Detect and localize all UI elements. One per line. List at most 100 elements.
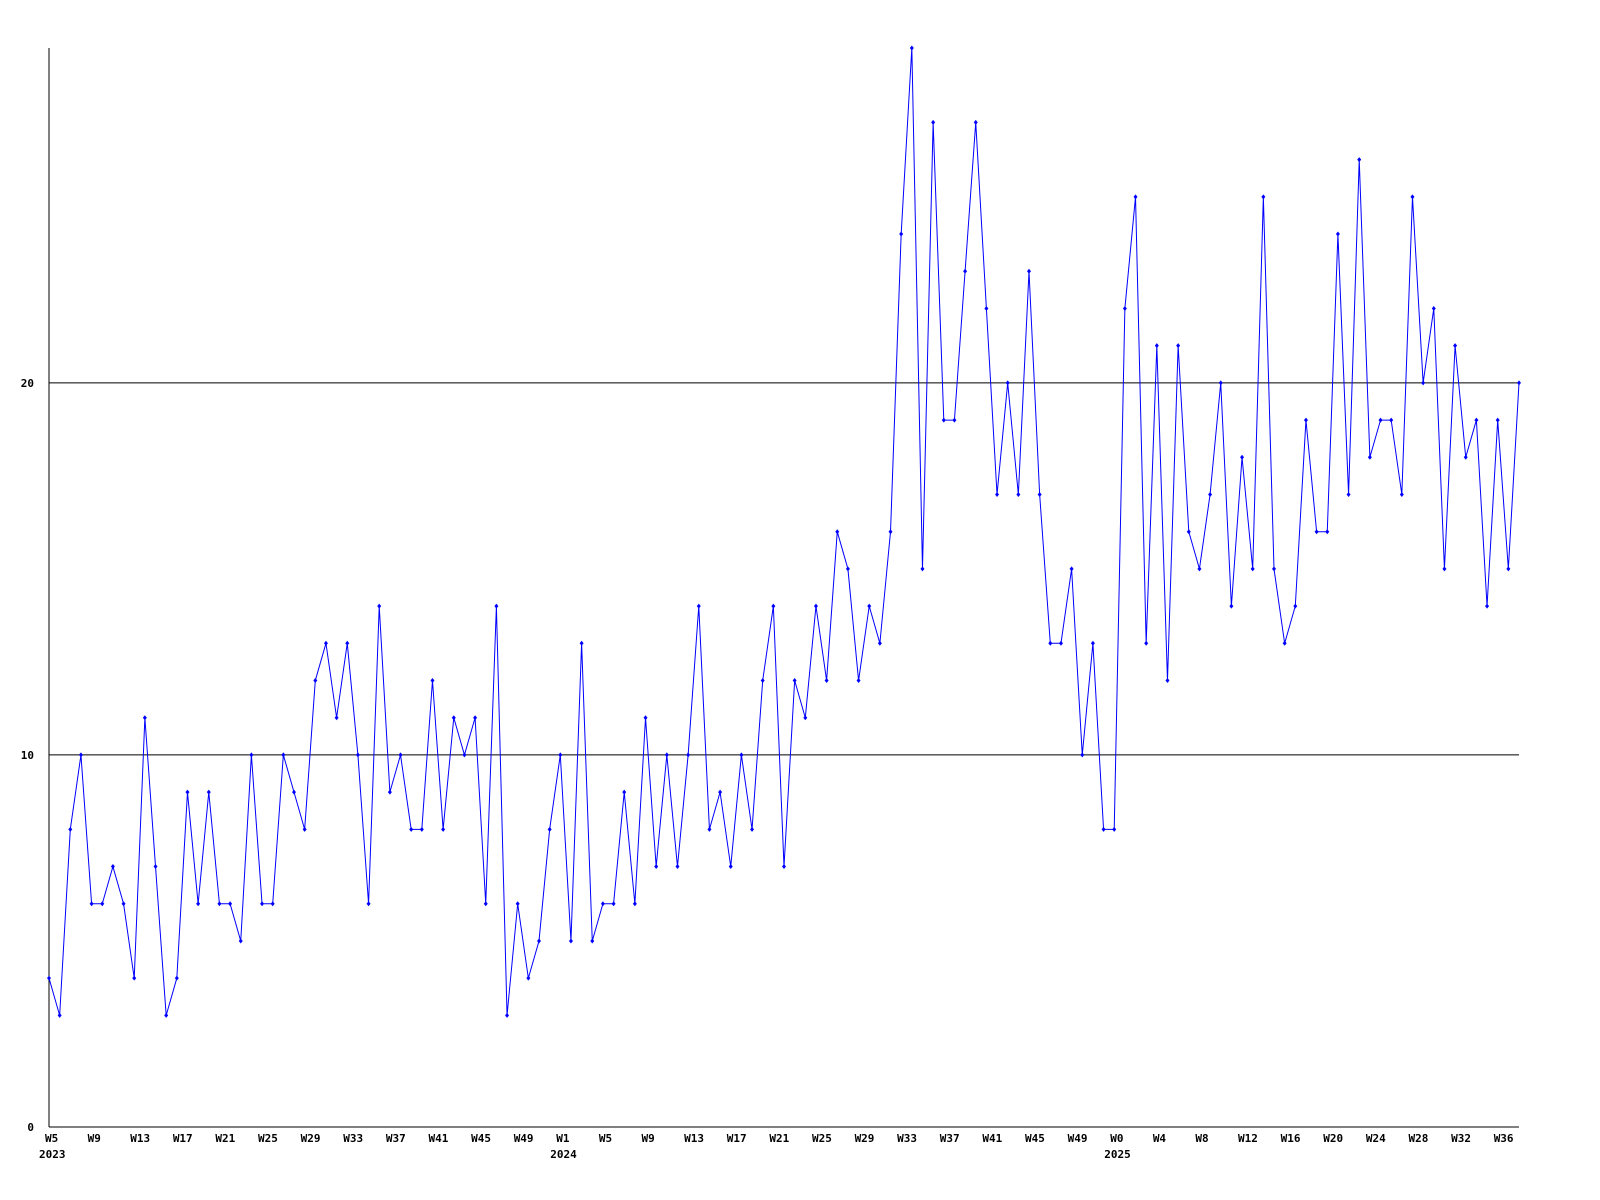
point (1250, 566, 1255, 572)
point (1442, 566, 1447, 572)
point (1399, 491, 1404, 497)
point (899, 231, 904, 237)
point (632, 901, 637, 907)
x-tick-label: W0 (1110, 1132, 1123, 1145)
point (579, 640, 584, 646)
point (686, 752, 691, 758)
point (1335, 231, 1340, 237)
x-tick-label: W45 (1025, 1132, 1045, 1145)
point (228, 901, 233, 907)
point (78, 752, 83, 758)
point (1293, 603, 1298, 609)
point (1495, 417, 1500, 423)
x-tick-label: W29 (855, 1132, 875, 1145)
x-tick-label: W33 (897, 1132, 917, 1145)
point (206, 789, 211, 795)
x-tick-label: W21 (769, 1132, 789, 1145)
x-tick-label: W32 (1451, 1132, 1471, 1145)
point (100, 901, 105, 907)
point (1048, 640, 1053, 646)
point (217, 901, 222, 907)
point (366, 901, 371, 907)
x-tick-label: W13 (130, 1132, 150, 1145)
point (1208, 491, 1213, 497)
point (1421, 380, 1426, 386)
point (995, 491, 1000, 497)
point (302, 826, 307, 832)
point (1325, 529, 1330, 535)
point (973, 119, 978, 125)
point (430, 678, 435, 684)
point (494, 603, 499, 609)
point (1453, 343, 1458, 349)
point (1005, 380, 1010, 386)
point (1463, 454, 1468, 460)
point (568, 938, 573, 944)
point (909, 45, 914, 51)
point (57, 1012, 62, 1018)
x-tick-label: W8 (1195, 1132, 1208, 1145)
point (558, 752, 563, 758)
point (920, 566, 925, 572)
y-tick-label: 0 (27, 1121, 34, 1134)
point (1154, 343, 1159, 349)
x-tick-label: W12 (1238, 1132, 1258, 1145)
point (611, 901, 616, 907)
point (1112, 826, 1117, 832)
point (760, 678, 765, 684)
y-tick-label: 10 (21, 749, 34, 762)
line (48, 47, 1520, 1016)
x-tick-label: W4 (1153, 1132, 1167, 1145)
point (505, 1012, 510, 1018)
point (707, 826, 712, 832)
point (121, 901, 126, 907)
point (728, 864, 733, 870)
point (441, 826, 446, 832)
point (387, 789, 392, 795)
point (1485, 603, 1490, 609)
point (1389, 417, 1394, 423)
point (1431, 305, 1436, 311)
point (483, 901, 488, 907)
point (334, 715, 339, 721)
point (1282, 640, 1287, 646)
point (260, 901, 265, 907)
point (270, 901, 275, 907)
point (292, 789, 296, 795)
point (1080, 752, 1085, 758)
point (1367, 454, 1372, 460)
point (888, 529, 893, 535)
point (153, 864, 158, 870)
x-tick-label: W33 (343, 1132, 363, 1145)
point (142, 715, 147, 721)
point (377, 603, 382, 609)
y-tick-label: 20 (21, 377, 34, 390)
x-tick-label: W24 (1366, 1132, 1386, 1145)
point (409, 826, 414, 832)
point (47, 975, 51, 981)
point (941, 417, 946, 423)
point (68, 826, 73, 832)
x-tick-label: W16 (1281, 1132, 1301, 1145)
x-tick-label: W21 (215, 1132, 235, 1145)
point (238, 938, 243, 944)
point (398, 752, 403, 758)
point (600, 901, 605, 907)
point (1090, 640, 1095, 646)
point (1272, 566, 1276, 572)
point (164, 1012, 169, 1018)
point (185, 789, 190, 795)
point (877, 640, 882, 646)
x-tick-label: W29 (301, 1132, 321, 1145)
point (696, 603, 701, 609)
point (782, 864, 786, 870)
point (1357, 157, 1362, 163)
point (1261, 194, 1266, 200)
point (590, 938, 595, 944)
point (1346, 491, 1351, 497)
point (803, 715, 808, 721)
point (323, 640, 328, 646)
point (1240, 454, 1245, 460)
x-tick-label: W41 (982, 1132, 1002, 1145)
point (110, 864, 115, 870)
